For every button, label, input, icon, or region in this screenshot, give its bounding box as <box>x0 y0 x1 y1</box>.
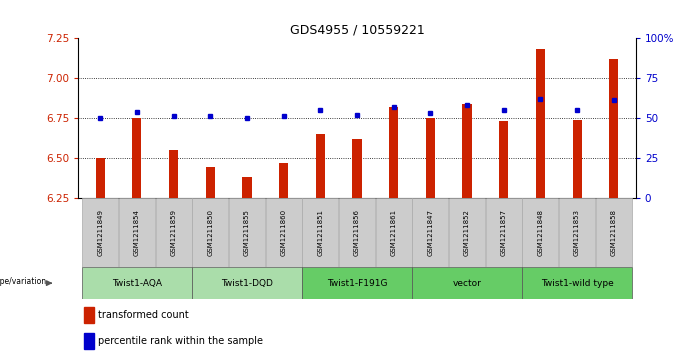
Text: GSM1211860: GSM1211860 <box>281 209 287 256</box>
Text: vector: vector <box>453 279 481 287</box>
Bar <box>559 198 595 267</box>
Bar <box>462 103 472 198</box>
Bar <box>242 177 252 198</box>
Text: genotype/variation: genotype/variation <box>0 277 47 286</box>
Text: GSM1211855: GSM1211855 <box>244 209 250 256</box>
Bar <box>536 49 545 198</box>
Bar <box>522 268 632 299</box>
Bar <box>192 268 302 299</box>
Text: Twist1-F191G: Twist1-F191G <box>327 279 387 287</box>
Bar <box>573 119 581 198</box>
Bar <box>205 167 215 198</box>
Bar <box>119 198 155 267</box>
Text: GSM1211850: GSM1211850 <box>207 209 214 256</box>
Text: GSM1211849: GSM1211849 <box>97 209 103 256</box>
Bar <box>316 134 325 198</box>
Bar <box>96 158 105 198</box>
Bar <box>486 198 522 267</box>
Text: Twist1-wild type: Twist1-wild type <box>541 279 613 287</box>
Text: GSM1211853: GSM1211853 <box>574 209 580 256</box>
Text: Twist1-DQD: Twist1-DQD <box>221 279 273 287</box>
Text: GSM1211851: GSM1211851 <box>318 209 323 256</box>
Bar <box>596 198 632 267</box>
Title: GDS4955 / 10559221: GDS4955 / 10559221 <box>290 24 424 37</box>
Bar <box>412 268 522 299</box>
Text: GSM1211858: GSM1211858 <box>611 209 617 256</box>
Bar <box>426 118 435 198</box>
Bar <box>279 163 288 198</box>
Bar <box>303 198 338 267</box>
Text: GSM1211848: GSM1211848 <box>537 209 543 256</box>
Text: GSM1211859: GSM1211859 <box>171 209 177 256</box>
Bar <box>339 198 375 267</box>
Bar <box>82 198 118 267</box>
Bar <box>192 198 228 267</box>
Bar <box>449 198 485 267</box>
Bar <box>156 198 192 267</box>
Text: GSM1211861: GSM1211861 <box>391 209 396 256</box>
Bar <box>229 198 265 267</box>
Bar <box>499 121 509 198</box>
Bar <box>133 118 141 198</box>
Bar <box>412 198 448 267</box>
Bar <box>609 59 618 198</box>
Bar <box>84 307 94 323</box>
Bar <box>84 333 94 349</box>
Bar <box>266 198 302 267</box>
Text: transformed count: transformed count <box>99 310 189 320</box>
Bar <box>522 198 558 267</box>
Bar <box>303 268 411 299</box>
Bar <box>389 107 398 198</box>
Bar <box>352 139 362 198</box>
Text: percentile rank within the sample: percentile rank within the sample <box>99 336 263 346</box>
Text: GSM1211856: GSM1211856 <box>354 209 360 256</box>
Text: GSM1211852: GSM1211852 <box>464 209 470 256</box>
Bar <box>169 150 178 198</box>
Text: GSM1211847: GSM1211847 <box>427 209 433 256</box>
Bar <box>376 198 411 267</box>
Bar <box>82 268 192 299</box>
Text: Twist1-AQA: Twist1-AQA <box>112 279 162 287</box>
Text: GSM1211857: GSM1211857 <box>500 209 507 256</box>
Text: GSM1211854: GSM1211854 <box>134 209 140 256</box>
